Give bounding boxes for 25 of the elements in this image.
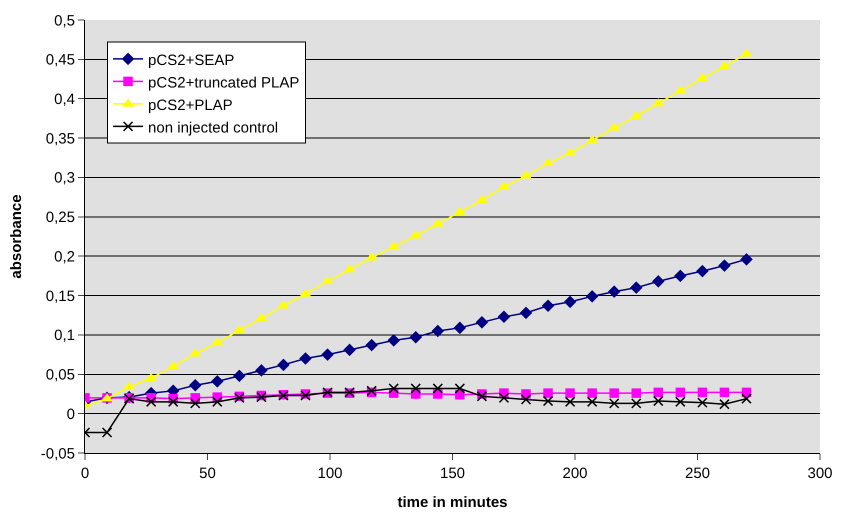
x-tick-label: 50	[199, 465, 216, 482]
y-tick-label: -0,05	[40, 445, 75, 462]
x-tick-label: 200	[562, 465, 588, 482]
y-tick-label: 0	[66, 406, 75, 423]
x-tick-label: 100	[317, 465, 343, 482]
y-tick-label: 0,2	[54, 248, 75, 266]
x-tick-label: 0	[80, 465, 90, 482]
x-axis-title: time in minutes	[397, 494, 508, 511]
y-axis-title: absorbance	[8, 194, 26, 279]
y-tick-label: 0,35	[46, 130, 75, 148]
y-tick-label: 0,3	[54, 170, 75, 187]
y-tick-label: 0,15	[46, 288, 75, 305]
y-tick-label: 0,25	[46, 209, 75, 226]
legend-label: pCS2+PLAP	[148, 96, 233, 114]
y-tick-label: 0,05	[46, 366, 75, 384]
y-tick-label: 0,1	[54, 327, 75, 344]
y-tick-label: 0,5	[54, 12, 75, 30]
legend-label: non injected control	[148, 119, 278, 136]
x-tick-label: 250	[684, 465, 710, 482]
y-tick-label: 0,45	[46, 52, 75, 69]
x-tick-label: 300	[807, 465, 833, 482]
legend-label: pCS2+SEAP	[148, 52, 234, 69]
legend-label: pCS2+truncated PLAP	[148, 74, 300, 92]
x-tick-label: 150	[440, 465, 466, 482]
y-tick-label: 0,4	[54, 90, 75, 108]
